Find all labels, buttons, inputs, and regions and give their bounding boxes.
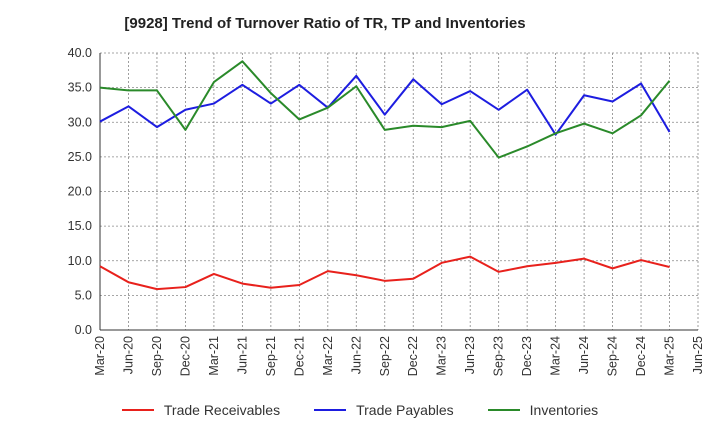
x-tick-label: Mar-23 [435, 336, 449, 376]
x-tick-label: Jun-21 [235, 336, 249, 374]
x-tick-label: Mar-25 [663, 336, 677, 376]
y-tick-label: 35.0 [68, 81, 92, 95]
legend-label-inventories: Inventories [529, 402, 599, 418]
y-tick-label: 5.0 [75, 288, 92, 302]
axes [99, 53, 698, 331]
legend-item-trade-payables: Trade Payables [314, 402, 454, 418]
x-tick-label: Mar-22 [321, 336, 335, 376]
y-tick-label: 10.0 [68, 254, 92, 268]
legend-item-trade-receivables: Trade Receivables [121, 402, 281, 418]
x-tick-label: Dec-21 [292, 336, 306, 376]
x-tick-label: Jun-22 [349, 336, 363, 374]
x-tick-label: Dec-22 [406, 336, 420, 376]
x-tick-label: Mar-20 [93, 336, 107, 376]
legend-label-trade-receivables: Trade Receivables [163, 402, 281, 418]
x-tick-label: Dec-24 [634, 336, 648, 376]
x-tick-label: Sep-20 [150, 336, 164, 376]
x-tick-label: Mar-21 [207, 336, 221, 376]
y-tick-label: 40.0 [68, 46, 92, 60]
x-tick-label: Dec-20 [178, 336, 192, 376]
x-tick-label: Jun-25 [691, 336, 705, 374]
x-tick-label: Mar-24 [549, 336, 563, 376]
legend: Trade Receivables Trade Payables Invento… [0, 402, 720, 418]
y-tick-label: 15.0 [68, 219, 92, 233]
grid-lines [99, 52, 699, 331]
tick-labels: 0.0 5.0 10.0 15.0 20.0 25.0 30.0 35.0 40.0 Mar-20… [68, 46, 705, 376]
y-tick-label: 20.0 [68, 185, 92, 199]
y-tick-label: 0.0 [75, 323, 92, 337]
x-tick-label: Jun-24 [577, 336, 591, 374]
legend-swatch-inventories [487, 409, 520, 411]
legend-swatch-trade-payables [314, 409, 347, 411]
x-tick-label: Sep-23 [492, 336, 506, 376]
legend-item-inventories: Inventories [487, 402, 599, 418]
x-tick-label: Jun-23 [463, 336, 477, 374]
legend-label-trade-payables: Trade Payables [356, 402, 454, 418]
y-tick-label: 25.0 [68, 150, 92, 164]
x-tick-label: Jun-20 [121, 336, 135, 374]
legend-swatch-trade-receivables [121, 409, 154, 411]
x-tick-label: Dec-23 [520, 336, 534, 376]
series-lines [99, 60, 671, 291]
series-line-trade-receivables [99, 255, 670, 291]
x-tick-label: Sep-21 [264, 336, 278, 376]
x-tick-label: Sep-22 [378, 336, 392, 376]
series-line-inventories [99, 60, 671, 159]
chart-title: [9928] Trend of Turnover Ratio of TR, TP… [124, 15, 526, 32]
series-line-trade-payables [99, 74, 671, 136]
y-tick-label: 30.0 [68, 115, 92, 129]
x-tick-label: Sep-24 [606, 336, 620, 376]
